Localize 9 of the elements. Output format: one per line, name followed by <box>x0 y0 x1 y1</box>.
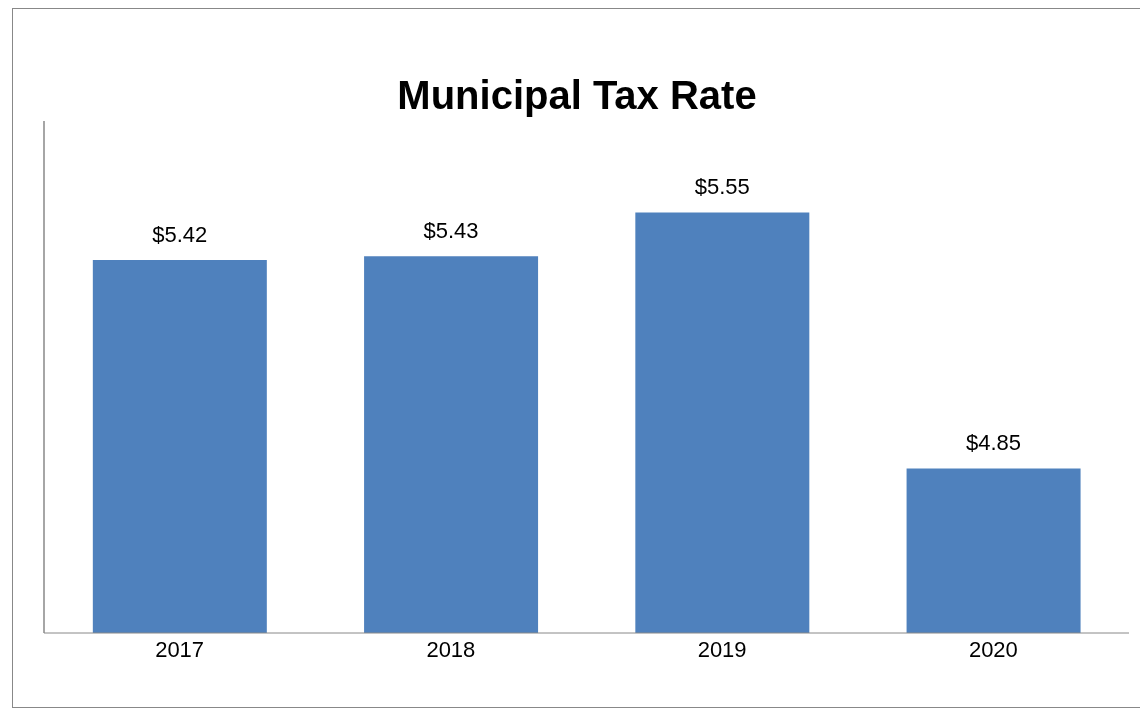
x-tick-label: 2017 <box>155 636 205 662</box>
data-label: $5.42 <box>152 221 208 247</box>
data-label: $5.55 <box>694 174 750 200</box>
chart-title: Municipal Tax Rate <box>396 73 758 118</box>
x-tick-label: 2018 <box>426 636 476 662</box>
data-label: $4.85 <box>966 430 1022 456</box>
x-tick-label: 2020 <box>968 636 1018 662</box>
x-tick-label: 2019 <box>697 636 747 662</box>
data-label: $5.43 <box>423 218 479 244</box>
